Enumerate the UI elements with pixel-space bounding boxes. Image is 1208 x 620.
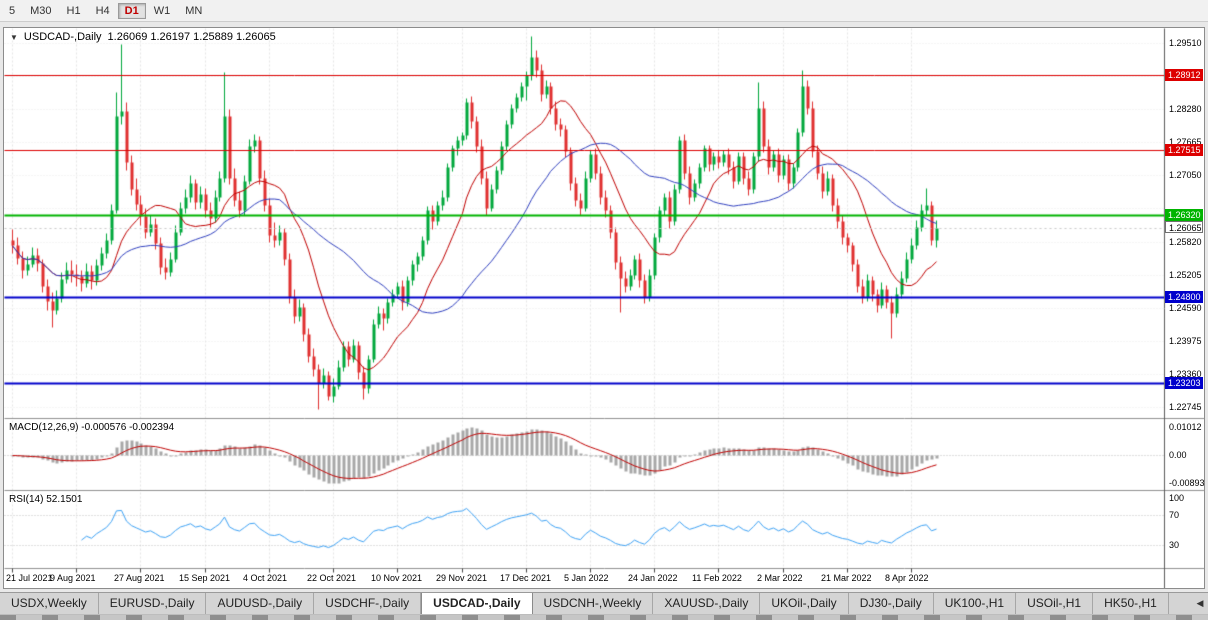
macd-indicator-label: MACD(12,26,9) -0.000576 -0.002394 [9,422,175,433]
symbol-tab-hk50-h1[interactable]: HK50-,H1 [1093,593,1169,614]
chart-window: 1.29510 1.28280 1.27665 1.27050 1.25820 1.252… [3,27,1205,589]
symbol-tab-eurusd-daily[interactable]: EURUSD-,Daily [98,593,207,614]
symbol-tab-ukoil-daily[interactable]: UKOil-,Daily [760,593,849,614]
chart-title: ▼ USDCAD-,Daily 1.26069 1.26197 1.25889 … [10,31,276,43]
chart-context-menu-icon[interactable]: ▼ [10,32,18,42]
tab-scroll-left-icon[interactable]: ◀ [1196,598,1204,608]
timeframe-toolbar: 5 M30 H1 H4 D1 W1 MN [0,0,1208,22]
timeframe-button-w1[interactable]: W1 [153,4,171,17]
timeframe-button-m30[interactable]: M30 [30,4,52,17]
timeframe-button-h1[interactable]: H1 [66,4,81,17]
symbol-tab-uk100-h1[interactable]: UK100-,H1 [933,593,1017,614]
price-axis[interactable] [1165,28,1204,568]
symbol-tab-dj30-daily[interactable]: DJ30-,Daily [848,593,934,614]
chart-tab-bar: USDX,Weekly EURUSD-,Daily AUDUSD-,Daily USD… [0,592,1208,614]
symbol-tab-usdx-weekly[interactable]: USDX,Weekly [0,593,99,614]
timeframe-button-5[interactable]: 5 [9,4,16,17]
symbol-tab-xauusd-daily[interactable]: XAUUSD-,Daily [653,593,761,614]
price-chart-canvas[interactable] [4,28,1204,588]
timeframe-button-h4[interactable]: H4 [95,4,110,17]
symbol-tab-usdcnh-weekly[interactable]: USDCNH-,Weekly [532,593,654,614]
symbol-tab-usdchf-daily[interactable]: USDCHF-,Daily [314,593,422,614]
time-axis[interactable] [4,568,1164,588]
timeframe-button-d1[interactable]: D1 [117,2,146,19]
bottom-strip [0,614,1208,620]
chart-symbol-label: USDCAD-,Daily [23,31,102,43]
chart-ohlc-readout: 1.26069 1.26197 1.25889 1.26065 [107,31,276,43]
timeframe-button-mn[interactable]: MN [185,4,203,17]
symbol-tab-usoil-h1[interactable]: USOil-,H1 [1016,593,1094,614]
symbol-tab-usdcad-daily[interactable]: USDCAD-,Daily [421,593,533,614]
rsi-indicator-label: RSI(14) 52.1501 [9,494,83,505]
symbol-tab-audusd-daily[interactable]: AUDUSD-,Daily [206,593,315,614]
